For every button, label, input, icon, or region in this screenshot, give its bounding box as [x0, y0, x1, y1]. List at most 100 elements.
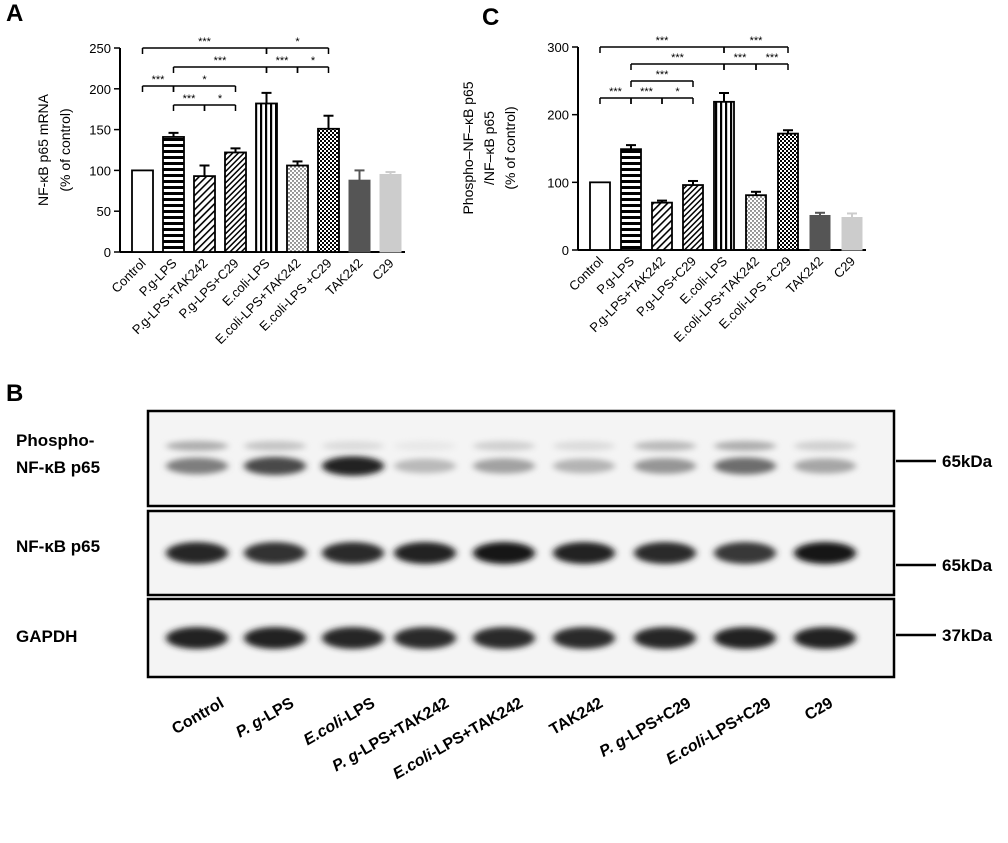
marker-label: 37kDa [942, 626, 993, 645]
blot-band [166, 457, 228, 475]
y-tick-label: 100 [547, 175, 569, 190]
chart-c: 0 100 200 300 Phospho–NF–κB p65/NF–κB p65 (% … [460, 35, 866, 345]
blot-band [244, 456, 306, 476]
y-tick-label: 100 [89, 163, 111, 178]
western-blot: Phospho- NF-κB p65 65kDa NF-κB p65 65kDa GAPD… [16, 409, 993, 783]
blot-band [322, 542, 384, 564]
sig-label: *** [671, 52, 685, 64]
y-tick-label: 50 [97, 204, 111, 219]
marker-label: 65kDa [942, 556, 993, 575]
lane-label-part: C29 [802, 695, 836, 724]
sig-label: *** [214, 55, 228, 67]
category-label: C29 [831, 254, 858, 281]
blot-band [794, 458, 856, 474]
blot-row-label: Phospho- [16, 431, 94, 450]
category-label: C29 [369, 256, 396, 283]
bar [745, 194, 767, 251]
blot-band [634, 458, 696, 474]
bar [348, 179, 371, 253]
blot-band-upper [394, 441, 456, 451]
sig-label: *** [750, 35, 764, 47]
blot-row-label: NF-κB p65 [16, 537, 100, 556]
lane-label: Control [169, 695, 227, 738]
blot-band-upper [553, 441, 615, 451]
bar [224, 151, 247, 253]
bar [809, 214, 831, 251]
blot-band [322, 456, 384, 476]
bar [713, 100, 735, 251]
y-axis-label: (% of control) [502, 106, 518, 189]
blot-band [394, 627, 456, 649]
sig-label: *** [656, 35, 670, 47]
blot-band [714, 542, 776, 564]
y-axis-label: (% of control) [57, 108, 73, 191]
y-axis-label: NF-κB p65 mRNA [35, 93, 51, 206]
lane-label-part: -LPS+C29 [700, 695, 774, 747]
panel-letter-a: A [6, 0, 24, 27]
sig-label: * [311, 55, 316, 67]
sig-label: *** [734, 52, 748, 64]
bar [589, 181, 611, 251]
lane-label-part: -LPS [338, 695, 378, 728]
bar [620, 148, 642, 251]
y-tick-label: 200 [89, 82, 111, 97]
blot-band-upper [244, 441, 306, 451]
bar [682, 184, 704, 251]
blot-row: GAPDH 37kDa [16, 597, 993, 679]
blot-band [473, 542, 535, 564]
sig-label: *** [640, 86, 654, 98]
y-tick-label: 300 [547, 40, 569, 55]
blot-band [473, 627, 535, 649]
bar [131, 169, 154, 253]
sig-label: * [295, 36, 300, 48]
blot-band [634, 627, 696, 649]
y-tick-label: 0 [104, 245, 111, 260]
y-tick-label: 150 [89, 123, 111, 138]
y-axis-label: /NF–κB p65 [481, 111, 497, 185]
sig-label: *** [183, 93, 197, 105]
blot-band-upper [473, 441, 535, 451]
blot-band-upper [714, 441, 776, 451]
blot-band [322, 627, 384, 649]
blot-band [473, 458, 535, 474]
lane-label: P. g-LPS [233, 695, 297, 742]
lane-label-part: -LPS+C29 [620, 695, 694, 747]
bar [841, 217, 863, 251]
sig-label: * [218, 93, 223, 105]
sig-label: *** [198, 36, 212, 48]
bar [651, 201, 673, 251]
lane-label-part: Control [169, 695, 227, 738]
y-tick-label: 250 [89, 41, 111, 56]
sig-label: *** [276, 55, 290, 67]
blot-band [553, 542, 615, 564]
blot-row-label: NF-κB p65 [16, 458, 100, 477]
blot-band [794, 542, 856, 564]
bar [777, 132, 799, 251]
bar [255, 102, 278, 253]
blot-band [714, 457, 776, 475]
y-tick-label: 200 [547, 108, 569, 123]
bar [286, 164, 309, 253]
blot-row: NF-κB p65 65kDa [16, 509, 993, 597]
blot-band [794, 627, 856, 649]
lane-label: TAK242 [547, 695, 606, 739]
lane-label-part: TAK242 [547, 695, 606, 739]
sig-label: *** [766, 52, 780, 64]
chart-a: 0 50 100 150 200 250 NF-κB p65 mRNA (% of contr… [35, 36, 405, 347]
y-tick-label: 0 [562, 243, 569, 258]
lane-label-part: -LPS [257, 695, 297, 728]
blot-band [244, 627, 306, 649]
lane-label: E.coli-LPS+TAK242 [390, 695, 526, 783]
blot-band [634, 542, 696, 564]
blot-band [394, 542, 456, 564]
blot-band-upper [166, 441, 228, 451]
blot-band-upper [794, 441, 856, 451]
sig-label: * [202, 74, 207, 86]
y-axis-label: Phospho–NF–κB p65 [460, 81, 476, 214]
blot-band [244, 542, 306, 564]
lane-label: C29 [802, 695, 836, 724]
sig-label: *** [152, 74, 166, 86]
blot-band [553, 458, 615, 474]
